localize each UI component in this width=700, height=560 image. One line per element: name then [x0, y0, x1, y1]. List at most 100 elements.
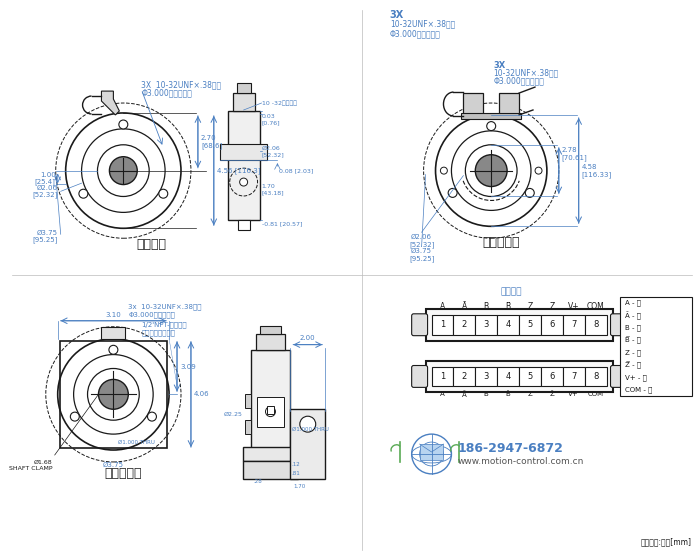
Bar	[497, 366, 519, 386]
Text: COM: COM	[587, 391, 603, 398]
Text: Ø3.75
[95.25]: Ø3.75 [95.25]	[409, 248, 434, 262]
Text: -0.81 [20.57]: -0.81 [20.57]	[262, 221, 302, 226]
Text: B: B	[484, 391, 489, 398]
Text: 186-2947-6872: 186-2947-6872	[457, 441, 564, 455]
Bar	[426, 309, 612, 340]
Bar	[257, 398, 284, 427]
Text: 1.70
[43.18]: 1.70 [43.18]	[262, 184, 284, 195]
Text: 5: 5	[527, 320, 533, 329]
Text: 标准外壳: 标准外壳	[136, 237, 166, 251]
Bar	[244, 394, 251, 408]
Text: 10 -32夹装螈钉: 10 -32夹装螈钉	[262, 100, 297, 106]
Text: 1: 1	[440, 372, 445, 381]
Bar	[563, 366, 584, 386]
Circle shape	[119, 120, 128, 129]
Text: 1.70: 1.70	[293, 484, 305, 489]
Text: Φ3.000螺栓圆周上: Φ3.000螺栓圆周上	[390, 30, 441, 39]
Text: 2: 2	[462, 372, 467, 381]
Polygon shape	[102, 91, 120, 115]
Text: V+ - 红: V+ - 红	[625, 375, 648, 381]
Text: 7: 7	[571, 372, 576, 381]
Text: 6: 6	[550, 320, 554, 329]
Bar	[419, 444, 444, 460]
Bar	[220, 144, 267, 160]
Text: 尺寸单位:英寸[mm]: 尺寸单位:英寸[mm]	[641, 538, 692, 547]
Text: Z: Z	[528, 391, 533, 398]
Text: COM: COM	[587, 302, 605, 311]
Bar	[620, 297, 692, 396]
Text: Ā: Ā	[462, 391, 467, 398]
Text: Ø1.000 THRU: Ø1.000 THRU	[293, 427, 329, 432]
Text: 2.00: 2.00	[300, 335, 316, 340]
Circle shape	[159, 189, 168, 198]
Text: Ø3.75
[95.25]: Ø3.75 [95.25]	[32, 230, 57, 243]
Text: 0.03
[0.76]: 0.03 [0.76]	[262, 114, 280, 125]
Text: 4.06: 4.06	[194, 391, 209, 398]
Bar	[238, 220, 250, 230]
Text: .28: .28	[253, 479, 262, 484]
Text: 2.78
[70.61]: 2.78 [70.61]	[562, 147, 587, 161]
Bar	[563, 315, 584, 335]
Text: B̄: B̄	[505, 391, 510, 398]
Text: 1: 1	[440, 320, 445, 329]
Text: Ø3.75: Ø3.75	[103, 462, 124, 468]
Bar	[461, 113, 521, 119]
Bar	[454, 315, 475, 335]
Bar	[260, 326, 281, 334]
Text: Ø1.000 THRU: Ø1.000 THRU	[118, 440, 155, 445]
Text: 8: 8	[593, 372, 598, 381]
Bar	[519, 315, 541, 335]
Bar	[541, 366, 563, 386]
FancyBboxPatch shape	[610, 366, 626, 388]
Circle shape	[99, 380, 128, 409]
FancyBboxPatch shape	[610, 314, 626, 335]
Text: A: A	[440, 391, 445, 398]
Text: B - 蓝: B - 蓝	[625, 325, 641, 332]
Circle shape	[525, 188, 534, 197]
Text: Z̅ - 黄: Z̅ - 黄	[625, 362, 642, 369]
FancyBboxPatch shape	[412, 366, 428, 388]
Text: Z: Z	[527, 302, 533, 311]
Bar	[232, 93, 255, 111]
Circle shape	[239, 178, 248, 186]
FancyBboxPatch shape	[412, 314, 428, 335]
Circle shape	[148, 412, 156, 421]
Text: 6: 6	[550, 372, 554, 381]
Text: 0.08 [2.03]: 0.08 [2.03]	[279, 169, 314, 174]
Text: 3.09: 3.09	[180, 363, 196, 370]
Text: Z̄: Z̄	[550, 391, 554, 398]
Text: 1/2'NPT-典型两端: 1/2'NPT-典型两端	[141, 321, 187, 328]
Text: 1.00
[25.4]: 1.00 [25.4]	[35, 171, 56, 185]
Text: Z - 橙: Z - 橙	[625, 349, 642, 356]
Text: 双兑余输出: 双兑余输出	[482, 236, 520, 249]
Circle shape	[475, 155, 507, 186]
Text: 10-32UNF×.38深在: 10-32UNF×.38深在	[390, 20, 455, 29]
Bar	[432, 366, 454, 386]
Bar	[102, 326, 125, 339]
Bar	[426, 361, 612, 393]
Text: Ø2.06
[52.32]: Ø2.06 [52.32]	[32, 184, 57, 198]
Text: 8: 8	[593, 320, 598, 329]
Text: 3X: 3X	[494, 60, 505, 70]
Bar	[251, 349, 290, 449]
Bar	[228, 111, 260, 220]
Text: B: B	[484, 302, 489, 311]
Text: 3.10: 3.10	[106, 312, 121, 318]
Circle shape	[448, 188, 457, 197]
Text: 3X  10-32UNF×.38深在: 3X 10-32UNF×.38深在	[141, 81, 221, 90]
Bar	[454, 366, 475, 386]
Text: Z̄: Z̄	[550, 302, 554, 311]
Text: Ø2.06
[52.32]: Ø2.06 [52.32]	[409, 234, 434, 248]
Text: Φ3.000螺栓圆周上: Φ3.000螺栓圆周上	[494, 77, 544, 86]
Text: 5: 5	[527, 372, 533, 381]
Bar	[290, 409, 326, 479]
Text: www.motion-control.com.cn: www.motion-control.com.cn	[457, 458, 584, 466]
Text: Ø1.68
SHAFT CLAMP: Ø1.68 SHAFT CLAMP	[9, 460, 52, 471]
Text: Ø2.25: Ø2.25	[224, 412, 243, 417]
Text: B̅ - 棕: B̅ - 棕	[625, 337, 641, 344]
Text: B̄: B̄	[505, 302, 511, 311]
Text: V+: V+	[568, 302, 580, 311]
Bar	[60, 340, 167, 448]
Text: A: A	[440, 302, 445, 311]
Circle shape	[486, 122, 496, 130]
